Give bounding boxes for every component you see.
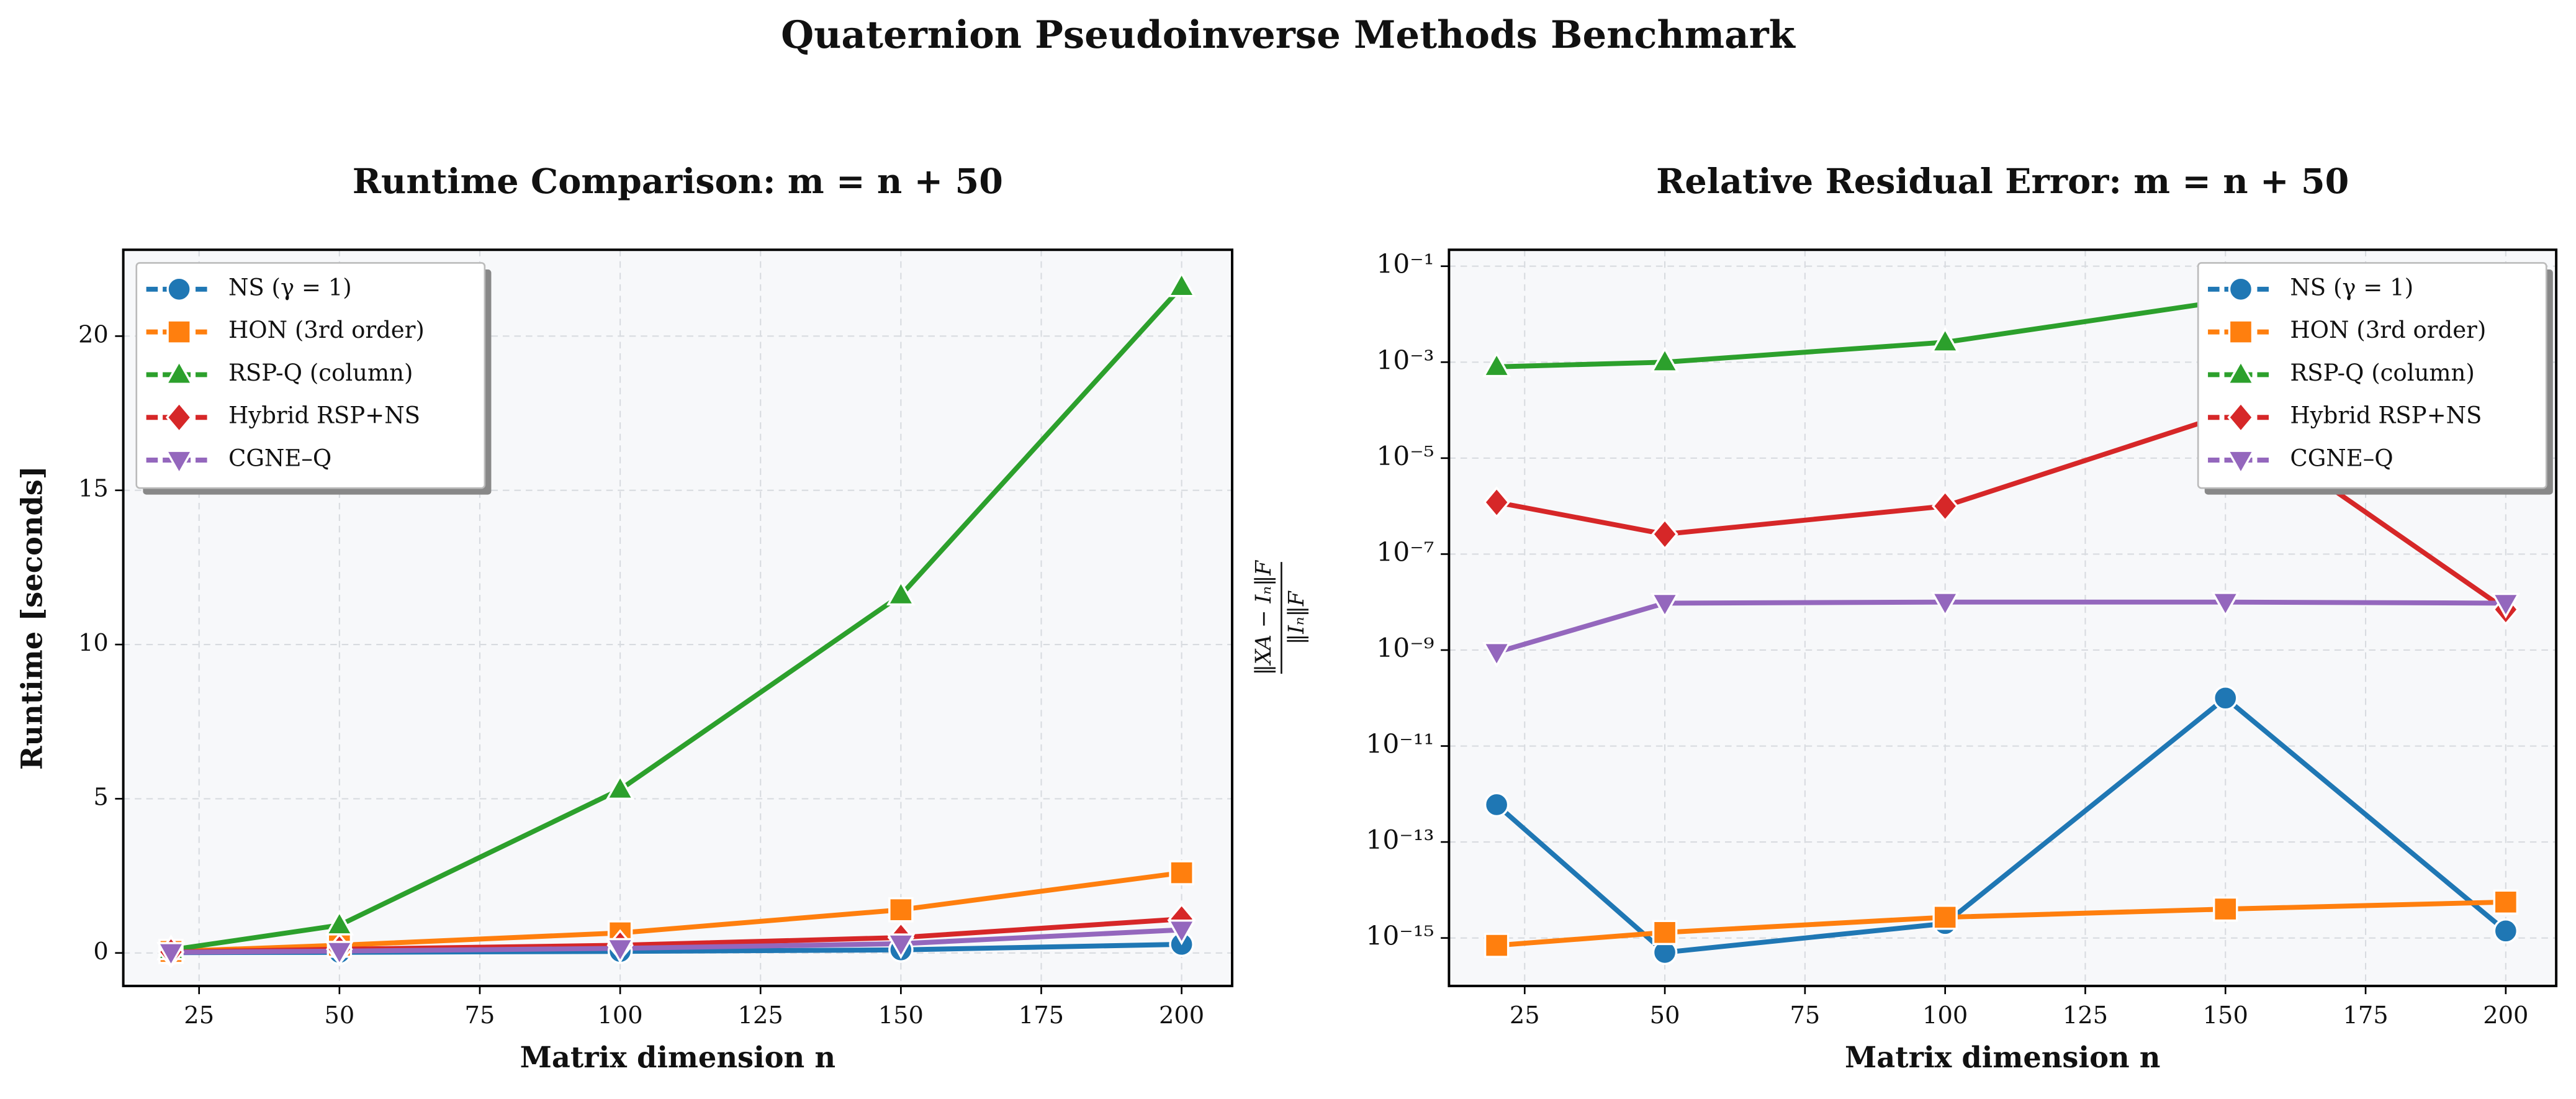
marker — [1931, 490, 1959, 522]
figure-title: Quaternion Pseudoinverse Methods Benchma… — [781, 13, 1796, 57]
marker — [1652, 920, 1678, 946]
x-tick-label: 125 — [2063, 1002, 2108, 1029]
marker — [605, 774, 635, 800]
marker — [166, 319, 192, 345]
marker — [1650, 592, 1680, 619]
axes-title: Relative Residual Error: m = n + 50 — [1656, 161, 2349, 202]
x-tick-label: 200 — [1159, 1002, 1204, 1029]
legend-label: RSP-Q (column) — [228, 360, 413, 386]
marker — [1932, 905, 1958, 930]
x-tick-label: 125 — [738, 1002, 783, 1029]
marker — [1483, 486, 1510, 518]
x-tick-label: 50 — [1650, 1002, 1680, 1029]
marker — [165, 401, 193, 434]
marker — [1482, 351, 1511, 378]
marker — [1650, 346, 1680, 373]
y-tick-label: 10⁻³ — [1376, 345, 1434, 375]
legend-label: HON (3rd order) — [2290, 317, 2486, 343]
x-axis-label: Matrix dimension n — [520, 1041, 835, 1074]
marker — [886, 933, 916, 959]
x-tick-label: 75 — [1790, 1002, 1820, 1029]
marker — [164, 450, 194, 476]
x-tick-label: 25 — [184, 1002, 214, 1029]
marker — [1169, 860, 1194, 885]
x-tick-label: 25 — [1510, 1002, 1540, 1029]
legend-label: CGNE–Q — [228, 445, 331, 472]
x-tick-label: 100 — [1922, 1002, 1968, 1029]
marker — [2491, 592, 2521, 619]
y-axis-label: ‖XA − Iₙ‖F ‖Iₙ‖F — [1251, 560, 1309, 676]
marker — [1930, 592, 1960, 618]
marker — [2228, 319, 2254, 345]
marker — [164, 359, 194, 385]
y-label-numerator: ‖XA − Iₙ‖F — [1251, 560, 1276, 676]
marker — [888, 897, 914, 923]
legend — [2197, 262, 2547, 489]
x-axis-label: Matrix dimension n — [1845, 1041, 2160, 1074]
legend-label: Hybrid RSP+NS — [228, 402, 420, 429]
y-tick-label: 10⁻¹¹ — [1366, 729, 1434, 759]
marker — [166, 276, 192, 302]
marker — [1167, 271, 1196, 297]
y-tick-label: 10⁻⁷ — [1376, 536, 1434, 567]
plot-lines — [156, 271, 1196, 969]
y-tick-label: 10⁻⁵ — [1376, 441, 1434, 471]
y-tick-label: 10⁻¹⁵ — [1366, 921, 1434, 951]
marker — [2226, 359, 2256, 385]
marker — [1167, 919, 1196, 946]
marker — [2213, 896, 2238, 922]
y-tick-label: 10 — [78, 629, 109, 657]
x-tick-label: 150 — [878, 1002, 924, 1029]
legend-label: Hybrid RSP+NS — [2290, 402, 2482, 429]
y-tick-label: 15 — [78, 475, 109, 503]
marker — [2493, 918, 2519, 944]
legend-label: HON (3rd order) — [228, 317, 425, 343]
axes-frame — [1448, 248, 2558, 987]
y-tick-label: 5 — [93, 783, 108, 811]
x-tick-label: 150 — [2203, 1002, 2248, 1029]
marker — [2493, 889, 2519, 915]
legend-label: NS (γ = 1) — [228, 274, 352, 301]
x-tick-label: 175 — [1019, 1002, 1064, 1029]
marker — [156, 942, 186, 968]
marker — [2227, 401, 2254, 434]
x-tick-label: 200 — [2483, 1002, 2528, 1029]
legend-label: CGNE–Q — [2290, 445, 2393, 472]
y-tick-label: 20 — [78, 320, 109, 348]
marker — [2210, 592, 2240, 618]
axes-frame — [122, 248, 1234, 987]
x-tick-label: 75 — [465, 1002, 495, 1029]
marker — [2228, 276, 2254, 302]
legend-label: RSP-Q (column) — [2290, 360, 2474, 386]
y-axis-label: Runtime [seconds] — [16, 466, 49, 770]
marker — [1930, 327, 1960, 353]
marker — [605, 938, 635, 964]
marker — [2213, 685, 2238, 711]
legend — [135, 262, 486, 489]
marker — [1484, 933, 1510, 958]
marker — [2226, 450, 2256, 476]
axes-title: Runtime Comparison: m = n + 50 — [353, 161, 1003, 202]
y-tick-label: 10⁻¹³ — [1366, 825, 1434, 855]
y-tick-label: 10⁻¹ — [1376, 249, 1434, 279]
y-tick-label: 0 — [93, 938, 108, 966]
y-label-denominator: ‖Iₙ‖F — [1284, 590, 1309, 644]
marker — [1482, 641, 1511, 668]
legend-label: NS (γ = 1) — [2290, 274, 2413, 301]
marker — [1651, 518, 1678, 551]
marker — [886, 579, 916, 606]
marker — [1484, 792, 1510, 818]
x-tick-label: 100 — [597, 1002, 642, 1029]
x-tick-label: 50 — [324, 1002, 354, 1029]
marker — [325, 941, 354, 967]
y-tick-label: 10⁻⁹ — [1376, 633, 1434, 663]
x-tick-label: 175 — [2343, 1002, 2388, 1029]
